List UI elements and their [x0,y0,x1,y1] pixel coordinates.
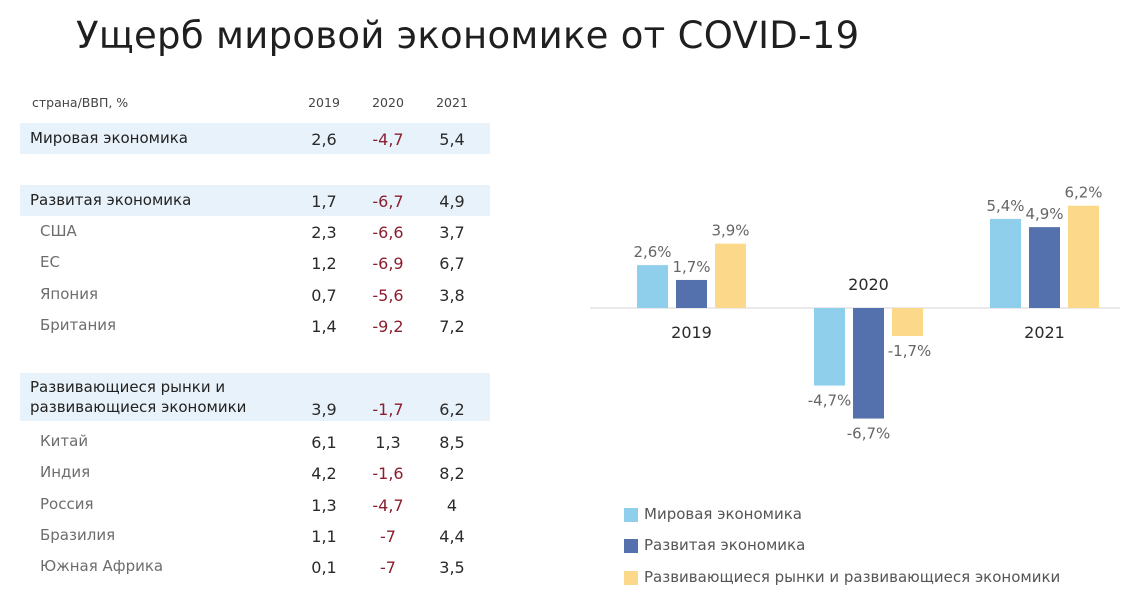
value-2020: -7 [380,527,396,546]
legend-label: Развитая экономика [644,536,806,554]
value-2021: 4,4 [439,527,465,546]
value-2019: 1,1 [311,527,337,546]
value-2020: -4,7 [372,130,404,149]
value-2020: -7 [380,558,396,577]
value-2021: 7,2 [439,317,465,336]
value-2019: 0,7 [311,286,337,305]
row-label: Китай [40,432,89,450]
table-row-world: Мировая экономика 2,6 -4,7 5,4 [20,123,490,154]
data-label-world-2020: -4,7% [808,392,852,410]
legend-label: Развивающиеся рынки и развивающиеся экон… [644,568,1061,586]
value-2020: -5,6 [372,286,404,305]
bar-world-2019 [637,265,668,308]
value-2020: -1,7 [372,400,404,419]
table-row-advanced: Развитая экономика 1,7 -6,7 4,9 [20,185,490,216]
row-label: Россия [40,495,94,513]
value-2019: 1,7 [311,192,337,211]
category-label-2020: 2020 [848,275,889,294]
bar-advanced-2020 [853,308,884,419]
value-2020: -6,6 [372,223,404,242]
value-2019: 1,3 [311,496,337,515]
bar-advanced-2019 [676,279,707,308]
table-header-year-2019: 2019 [308,95,340,110]
table-row-india: Индия 4,2 -1,6 8,2 [20,458,490,489]
value-2019: 3,9 [311,400,337,419]
value-2021: 6,2 [439,400,465,419]
table-row-brazil: Бразилия 1,1 -7 4,4 [20,521,490,552]
page-title: Ущерб мировой экономике от COVID-19 [76,14,860,57]
row-label: ЕС [40,253,60,271]
row-label: Южная Африка [40,557,164,575]
value-2019: 1,2 [311,254,337,273]
value-2021: 3,7 [439,223,465,242]
data-label-advanced-2020: -6,7% [847,425,891,443]
data-label-advanced-2021: 4,9% [1025,205,1063,223]
table-row-south-africa: Южная Африка 0,1 -7 3,5 [20,552,490,583]
data-label-world-2019: 2,6% [633,243,671,261]
data-label-world-2021: 5,4% [986,197,1024,215]
table-row-china: Китай 6,1 1,3 8,5 [20,427,490,458]
bar-world-2021 [990,218,1021,308]
value-2020: -1,6 [372,464,404,483]
value-2020: -4,7 [372,496,404,515]
value-2021: 5,4 [439,130,465,149]
table-header-year-2020: 2020 [372,95,404,110]
table-row-uk: Британия 1,4 -9,2 7,2 [20,311,490,342]
row-label-line2: развивающиеся экономики [30,398,247,416]
legend-swatch-emerging [624,571,638,585]
value-2019: 6,1 [311,433,337,452]
row-label: Япония [40,285,98,303]
value-2020: -9,2 [372,317,404,336]
table-header-year-2021: 2021 [436,95,468,110]
row-label: Британия [40,316,117,334]
row-label-line1: Развивающиеся рынки и [30,378,226,396]
value-2021: 4,9 [439,192,465,211]
legend-swatch-advanced [624,539,638,553]
legend-swatch-world [624,508,638,522]
data-label-emerging-2020: -1,7% [888,342,932,360]
row-label: США [40,222,77,240]
value-2021: 3,8 [439,286,465,305]
table-row-usa: США 2,3 -6,6 3,7 [20,217,490,248]
table-header-label: страна/ВВП, % [32,95,129,110]
value-2020: 1,3 [375,433,401,452]
table-row-russia: Россия 1,3 -4,7 4 [20,490,490,521]
value-2021: 3,5 [439,558,465,577]
value-2019: 2,6 [311,130,337,149]
bar-emerging-2020 [892,308,923,337]
value-2020: -6,7 [372,192,404,211]
bar-emerging-2019 [715,243,746,308]
bar-advanced-2021 [1029,227,1060,308]
value-2021: 4 [446,496,458,515]
value-2019: 0,1 [311,558,337,577]
table-row-eu: ЕС 1,2 -6,9 6,7 [20,248,490,279]
table-row-japan: Япония 0,7 -5,6 3,8 [20,280,490,311]
bar-emerging-2021 [1068,205,1099,308]
row-label: Мировая экономика [30,129,188,147]
category-label-2019: 2019 [671,323,712,342]
gdp-bar-chart: 2,6%1,7%3,9% 2019 -4,7% -6,7% -1,7% 2020 5,4% 4… [590,184,1120,443]
value-2019: 2,3 [311,223,337,242]
legend-label: Мировая экономика [644,505,802,523]
row-label: Бразилия [40,526,116,544]
value-2021: 8,5 [439,433,465,452]
gdp-table: страна/ВВП, % 2019 2020 2021 Мировая эко… [20,0,490,597]
data-label-advanced-2019: 1,7% [672,258,710,276]
data-label-emerging-2019: 3,9% [711,222,749,240]
table-row-emerging: Развивающиеся рынки и развивающиеся экон… [20,373,490,421]
row-label: Развитая экономика [30,191,192,209]
category-label-2021: 2021 [1024,323,1065,342]
data-label-emerging-2021: 6,2% [1064,184,1102,202]
row-label: Индия [40,463,91,481]
bar-world-2020 [814,308,845,386]
value-2019: 4,2 [311,464,337,483]
value-2019: 1,4 [311,317,337,336]
value-2021: 6,7 [439,254,465,273]
value-2020: -6,9 [372,254,404,273]
value-2021: 8,2 [439,464,465,483]
